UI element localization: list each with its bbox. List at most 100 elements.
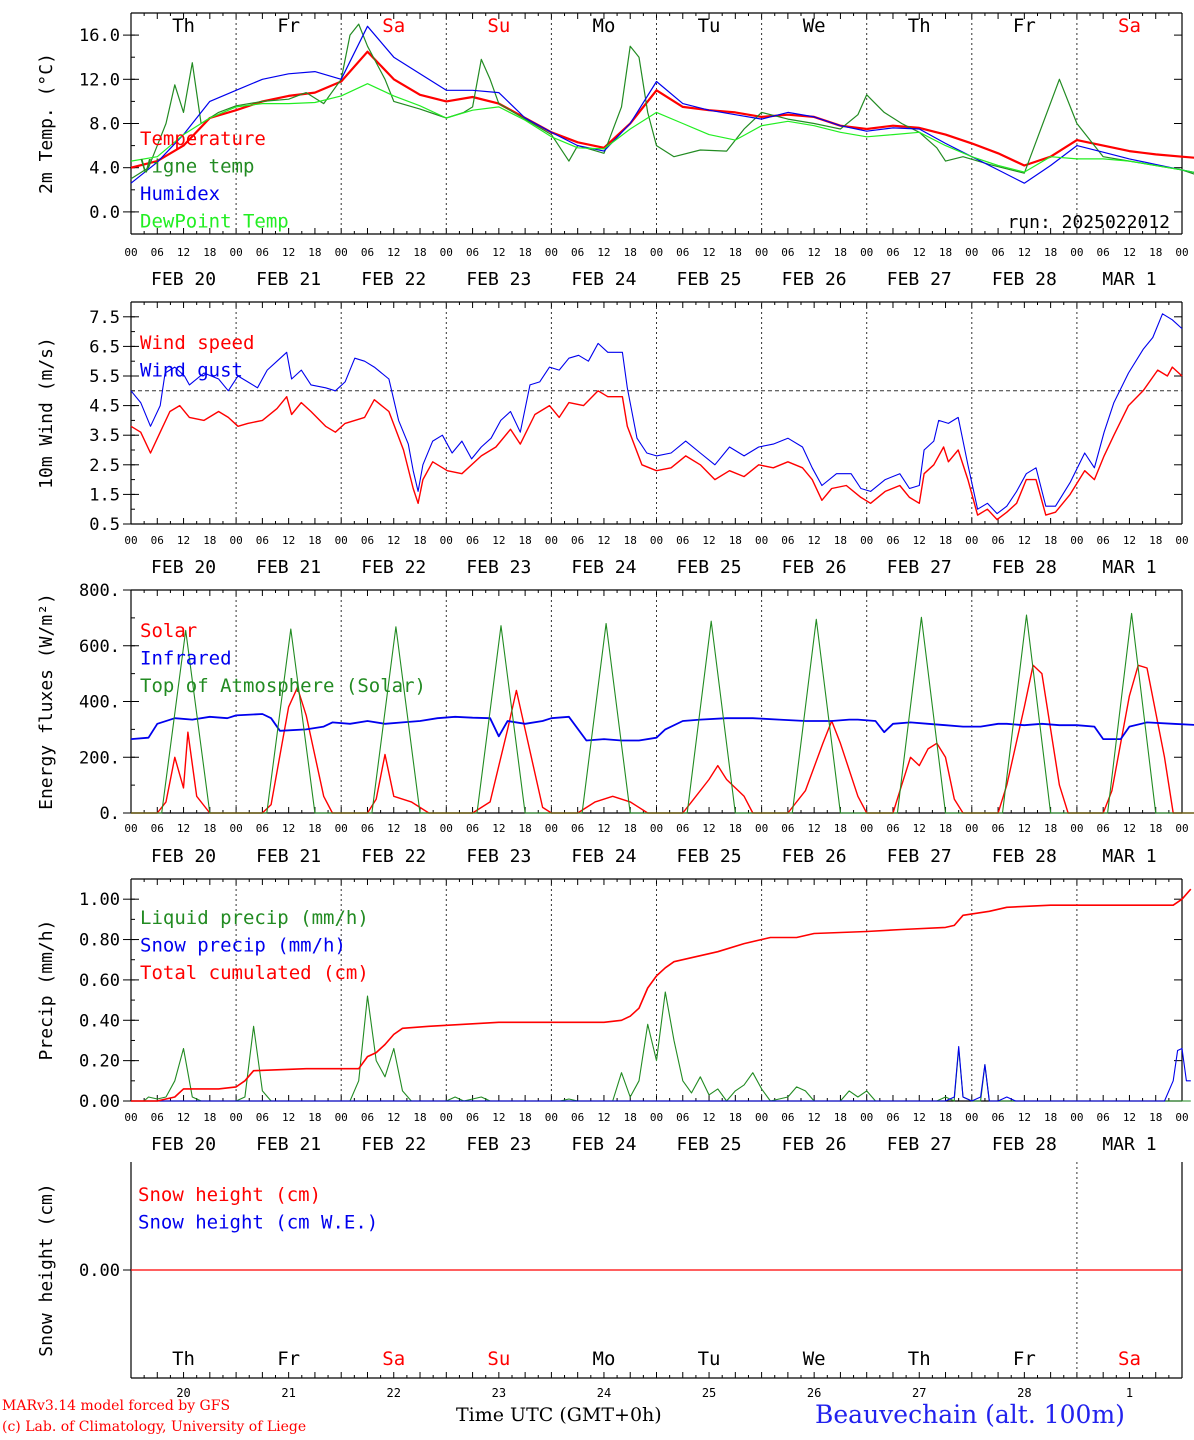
wind-hour-label: 12 [387, 534, 400, 547]
precip-hour-label: 06 [256, 1111, 269, 1124]
wind-hour-label: 06 [886, 534, 899, 547]
wind-hour-label: 18 [939, 534, 952, 547]
temperature-y-tick-label: 16.0 [79, 26, 120, 46]
energy-date-label: FEB 23 [466, 846, 531, 867]
energy-hour-label: 06 [256, 822, 269, 835]
energy-date-label: FEB 26 [782, 846, 847, 867]
snow-weekday-label: Su [487, 1348, 510, 1370]
temperature-hour-label: 18 [308, 246, 321, 259]
temperature-hour-label: 06 [256, 246, 269, 259]
precip-hour-label: 18 [1044, 1111, 1057, 1124]
snow-day-number: 28 [1017, 1386, 1031, 1398]
energy-date-label: FEB 22 [361, 846, 426, 867]
energy-hour-label: 18 [834, 822, 847, 835]
wind-date-label: FEB 20 [151, 557, 216, 578]
wind-hour-label: 00 [440, 534, 453, 547]
precip-hour-label: 06 [466, 1111, 479, 1124]
energy-hour-label: 00 [650, 822, 663, 835]
snow-weekday-label: Tu [698, 1348, 721, 1370]
wind-date-label: FEB 28 [992, 557, 1057, 578]
x-axis-title: Time UTC (GMT+0h) [456, 1404, 662, 1426]
wind-legend-entry: Wind speed [140, 332, 254, 354]
energy-hour-label: 18 [729, 822, 742, 835]
snow-legend-entry: Snow height (cm) [138, 1184, 321, 1206]
energy-hour-label: 12 [1123, 822, 1136, 835]
temperature-weekday-label: Fr [1013, 15, 1036, 37]
precip-hour-label: 18 [624, 1111, 637, 1124]
energy-date-label: FEB 20 [151, 846, 216, 867]
wind-hour-label: 18 [203, 534, 216, 547]
wind-y-axis-title: 10m Wind (m/s) [36, 337, 57, 489]
precip-hour-label: 12 [387, 1111, 400, 1124]
temperature-hour-label: 00 [335, 246, 348, 259]
temperature-legend-entry: Humidex [140, 183, 220, 205]
temperature-hour-label: 06 [676, 246, 689, 259]
temperature-y-tick-label: 12.0 [79, 70, 120, 90]
precip-hour-label: 18 [203, 1111, 216, 1124]
snow-y-axis-title: Snow height (cm) [36, 1183, 57, 1356]
energy-date-label: FEB 24 [571, 846, 636, 867]
energy-hour-label: 12 [1018, 822, 1031, 835]
energy-hour-label: 18 [308, 822, 321, 835]
temperature-hour-label: 06 [1097, 246, 1110, 259]
snow-day-number: 20 [176, 1386, 190, 1398]
energy-hour-label: 12 [387, 822, 400, 835]
energy-y-tick-label: 0. [100, 804, 120, 824]
snow-weekday-label: Sa [382, 1348, 405, 1370]
energy-date-label: FEB 21 [256, 846, 321, 867]
wind-legend-entry: Wind gust [140, 360, 243, 382]
precip-hour-label: 12 [702, 1111, 715, 1124]
precip-hour-label: 06 [781, 1111, 794, 1124]
temperature-hour-label: 12 [387, 246, 400, 259]
temperature-hour-label: 18 [729, 246, 742, 259]
temperature-y-tick-label: 0.0 [89, 203, 120, 223]
snow-day-number: 23 [492, 1386, 506, 1398]
precip-hour-label: 06 [571, 1111, 584, 1124]
wind-hour-label: 12 [597, 534, 610, 547]
temperature-date-label: FEB 22 [361, 269, 426, 290]
snow-weekday-label: Fr [277, 1348, 300, 1370]
wind-date-label: FEB 23 [466, 557, 531, 578]
energy-hour-label: 06 [676, 822, 689, 835]
wind-date-label: FEB 27 [887, 557, 952, 578]
wind-date-label: FEB 25 [677, 557, 742, 578]
wind-hour-label: 00 [1175, 534, 1188, 547]
temperature-hour-label: 12 [808, 246, 821, 259]
wind-hour-label: 12 [492, 534, 505, 547]
wind-y-tick-label: 5.5 [89, 367, 120, 387]
precip-hour-label: 18 [834, 1111, 847, 1124]
energy-y-tick-label: 400. [79, 693, 120, 713]
precip-date-label: FEB 20 [151, 1134, 216, 1155]
energy-hour-label: 00 [755, 822, 768, 835]
temperature-hour-label: 18 [519, 246, 532, 259]
energy-series-line [131, 612, 1194, 814]
precip-date-label: FEB 23 [466, 1134, 531, 1155]
precip-y-tick-label: 0.80 [79, 931, 120, 951]
energy-hour-label: 06 [991, 822, 1004, 835]
temperature-hour-label: 12 [597, 246, 610, 259]
temperature-weekday-label: Th [172, 15, 195, 37]
energy-legend-entry: Solar [140, 620, 197, 642]
energy-hour-label: 18 [1149, 822, 1162, 835]
precip-legend-entry: Liquid precip (mm/h) [140, 907, 369, 929]
wind-hour-label: 06 [256, 534, 269, 547]
precip-hour-label: 00 [650, 1111, 663, 1124]
precip-date-label: MAR 1 [1102, 1134, 1156, 1155]
energy-hour-label: 12 [177, 822, 190, 835]
precip-hour-label: 00 [965, 1111, 978, 1124]
temperature-hour-label: 00 [545, 246, 558, 259]
temperature-hour-label: 00 [965, 246, 978, 259]
wind-y-tick-label: 1.5 [89, 485, 120, 505]
temperature-hour-label: 18 [624, 246, 637, 259]
wind-hour-label: 00 [755, 534, 768, 547]
precip-date-label: FEB 24 [571, 1134, 636, 1155]
wind-hour-label: 06 [781, 534, 794, 547]
energy-hour-label: 18 [519, 822, 532, 835]
wind-hour-label: 12 [808, 534, 821, 547]
wind-hour-label: 12 [282, 534, 295, 547]
wind-hour-label: 00 [124, 534, 137, 547]
wind-hour-label: 00 [650, 534, 663, 547]
wind-hour-label: 00 [335, 534, 348, 547]
energy-hour-label: 06 [886, 822, 899, 835]
temperature-hour-label: 00 [229, 246, 242, 259]
